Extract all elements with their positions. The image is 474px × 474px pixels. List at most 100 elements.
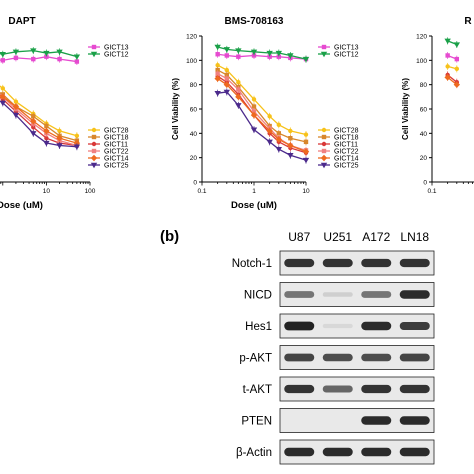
data-point (12, 112, 20, 119)
blot-band (399, 416, 430, 425)
x-tick-label: 0.1 (197, 188, 206, 195)
blot-band (361, 353, 392, 362)
data-point (288, 128, 293, 134)
data-point (302, 157, 310, 164)
series-line (0, 56, 77, 63)
legend-marker (91, 44, 97, 50)
data-point (236, 54, 241, 59)
data-point (223, 47, 231, 53)
blot-band (399, 322, 430, 330)
data-point (236, 80, 241, 85)
data-point (251, 97, 257, 102)
lane-label: LN18 (400, 230, 429, 244)
lane-label: U87 (288, 230, 310, 244)
data-point (12, 49, 20, 56)
legend-marker (320, 51, 328, 58)
plot-area (444, 37, 461, 89)
chart-2: BMS-708163 0 20 40 60 80 100 120 Cell Viability … (171, 16, 359, 211)
y-tick-label: 100 (186, 58, 197, 65)
data-point (266, 50, 273, 57)
chart-title: R (464, 16, 472, 27)
series-gict25 (0, 99, 81, 151)
data-point (31, 56, 36, 62)
legend-label: GICT22 (104, 149, 129, 156)
blot-row-label: β-Actin (236, 447, 272, 459)
data-point (57, 56, 62, 62)
legend-marker (90, 162, 98, 169)
y-tick-label: 60 (190, 107, 198, 114)
series-gict18 (0, 90, 80, 145)
series-gict25 (214, 88, 310, 164)
legend-label: GICT28 (334, 128, 359, 135)
data-point (454, 66, 460, 72)
data-point (235, 93, 242, 101)
plot-area (0, 47, 81, 151)
blot-band (322, 385, 353, 393)
blot-band (361, 321, 392, 331)
legend-marker (91, 141, 97, 147)
blot-row-label: NICD (244, 290, 272, 302)
data-point (43, 140, 50, 147)
series-line (0, 49, 78, 58)
legend-label: GICT14 (104, 156, 129, 163)
y-tick-label: 80 (420, 82, 428, 89)
lane-label: U251 (323, 230, 352, 244)
data-point (275, 146, 283, 153)
legend-label: GICT28 (104, 128, 129, 135)
data-point (276, 131, 282, 136)
data-point (13, 99, 19, 104)
legend-label: GICT18 (104, 135, 129, 142)
chart-title: DAPT (8, 16, 35, 27)
data-point (44, 136, 49, 141)
data-point (57, 128, 62, 134)
blot-band (399, 447, 430, 457)
blot-row (279, 345, 435, 370)
data-point (236, 87, 241, 92)
blot-row (279, 313, 435, 339)
blot-band (284, 353, 315, 362)
legend-label: GICT13 (334, 45, 359, 52)
data-point (44, 54, 49, 59)
data-point (266, 127, 273, 135)
series-3 (445, 62, 460, 73)
blot-band (399, 290, 430, 299)
data-point (250, 127, 258, 133)
legend-label: GICT13 (104, 45, 129, 52)
legend-label: GICT11 (334, 142, 358, 149)
data-point (0, 58, 5, 63)
data-point (224, 67, 230, 73)
data-point (12, 103, 20, 110)
data-point (454, 56, 460, 62)
chart-title: BMS-708163 (225, 16, 284, 27)
data-point (31, 125, 36, 130)
data-point (287, 153, 294, 159)
data-point (214, 75, 221, 82)
data-point (0, 86, 5, 91)
y-tick-label: 60 (420, 107, 428, 114)
blot-band (361, 291, 392, 298)
data-point (276, 54, 282, 59)
series-line (217, 78, 307, 153)
x-axis-label: Dose (uM) (0, 200, 43, 211)
legend-marker (321, 44, 327, 50)
series-gict28 (215, 61, 309, 139)
legend-label: GICT22 (334, 149, 359, 156)
data-point (267, 54, 272, 59)
blot-band (361, 416, 392, 425)
data-point (214, 44, 221, 51)
y-tick-label: 20 (420, 155, 428, 162)
legend-marker (90, 154, 98, 162)
legend-label: GICT25 (334, 163, 359, 170)
y-tick-label: 40 (190, 131, 198, 138)
blot-row-label: PTEN (241, 416, 272, 428)
data-point (444, 38, 451, 45)
legend-label: GICT11 (104, 142, 128, 149)
data-point (453, 42, 461, 48)
data-point (444, 74, 451, 81)
data-point (224, 76, 230, 81)
series-line (217, 75, 307, 154)
blot-band (322, 353, 353, 362)
data-point (276, 122, 282, 128)
data-point (303, 139, 309, 145)
